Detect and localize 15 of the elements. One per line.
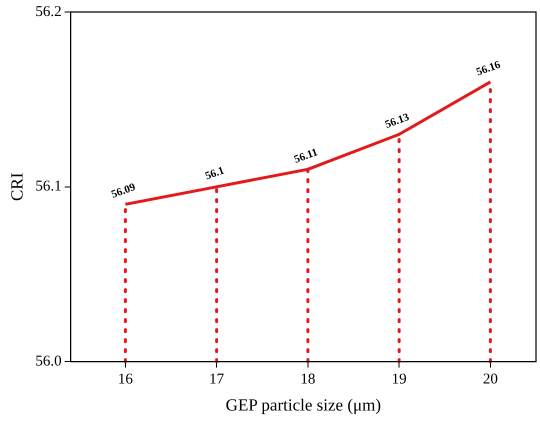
y-tick-label: 56.0: [35, 354, 62, 370]
x-tick-label: 20: [482, 372, 498, 388]
data-label: 56.09: [110, 180, 138, 201]
x-axis-title: GEP particle size (μm): [226, 395, 381, 414]
data-label: 56.11: [292, 146, 320, 166]
x-tick-label: 17: [209, 372, 225, 388]
x-tick-label: 18: [300, 372, 316, 388]
data-label: 56.13: [384, 111, 412, 131]
y-tick-label: 56.2: [35, 4, 62, 20]
y-tick-label: 56.1: [35, 178, 62, 195]
x-tick-label: 19: [392, 372, 407, 388]
x-tick-label: 16: [118, 372, 134, 388]
y-axis-title: CRI: [8, 172, 27, 201]
data-label: 56.16: [474, 58, 503, 78]
data-label: 56.1: [204, 164, 226, 182]
